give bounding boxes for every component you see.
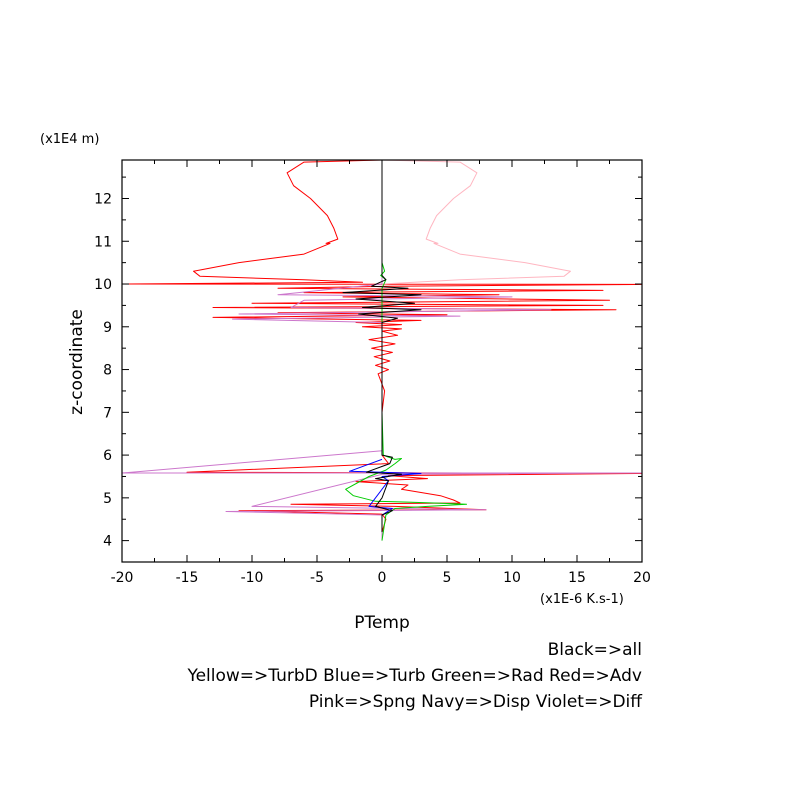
axes-layer: -20 -15 -10 -5 0 5 10 15 20 4 5 6 7 8 9 10 11 12 — [94, 159, 651, 586]
x-tick-label: -15 — [176, 570, 199, 586]
x-tick-label: 0 — [378, 570, 387, 586]
x-axis-label: PTemp — [354, 613, 410, 633]
x-tick-label: 5 — [443, 570, 452, 586]
legend-line-2: Yellow=>TurbD Blue=>Turb Green=>Rad Red=… — [186, 666, 642, 686]
x-tick-label: -5 — [310, 570, 324, 586]
y-tick-label: 12 — [94, 191, 112, 207]
y-tick-label: 9 — [103, 320, 112, 336]
x-tick-label: -10 — [241, 570, 264, 586]
series-line-turb — [349, 458, 422, 516]
series-layer — [121, 159, 643, 541]
y-tick-label: 6 — [103, 448, 112, 464]
series-line-diff — [121, 241, 643, 541]
y-unit-label: (x1E4 m) — [40, 132, 99, 147]
series-line-spng — [381, 159, 571, 285]
x-tick-label: -20 — [111, 570, 134, 586]
x-unit-label: (x1E-6 K.s-1) — [540, 592, 624, 607]
series-line-rad — [345, 160, 467, 541]
series-line-all — [342, 160, 422, 533]
y-axis-label: z-coordinate — [67, 309, 87, 415]
y-tick-label: 5 — [103, 491, 112, 507]
y-tick-label: 10 — [94, 277, 112, 293]
legend-line-3: Pink=>Spng Navy=>Disp Violet=>Diff — [309, 692, 643, 712]
y-tick-label: 11 — [94, 234, 112, 250]
y-tick-label: 7 — [103, 405, 112, 421]
legend-line-1: Black=>all — [548, 640, 642, 660]
y-tick-label: 4 — [103, 534, 112, 550]
x-tick-label: 20 — [633, 570, 651, 586]
x-tick-label: 10 — [503, 570, 521, 586]
y-tick-label: 8 — [103, 363, 112, 379]
x-tick-label: 15 — [568, 570, 586, 586]
